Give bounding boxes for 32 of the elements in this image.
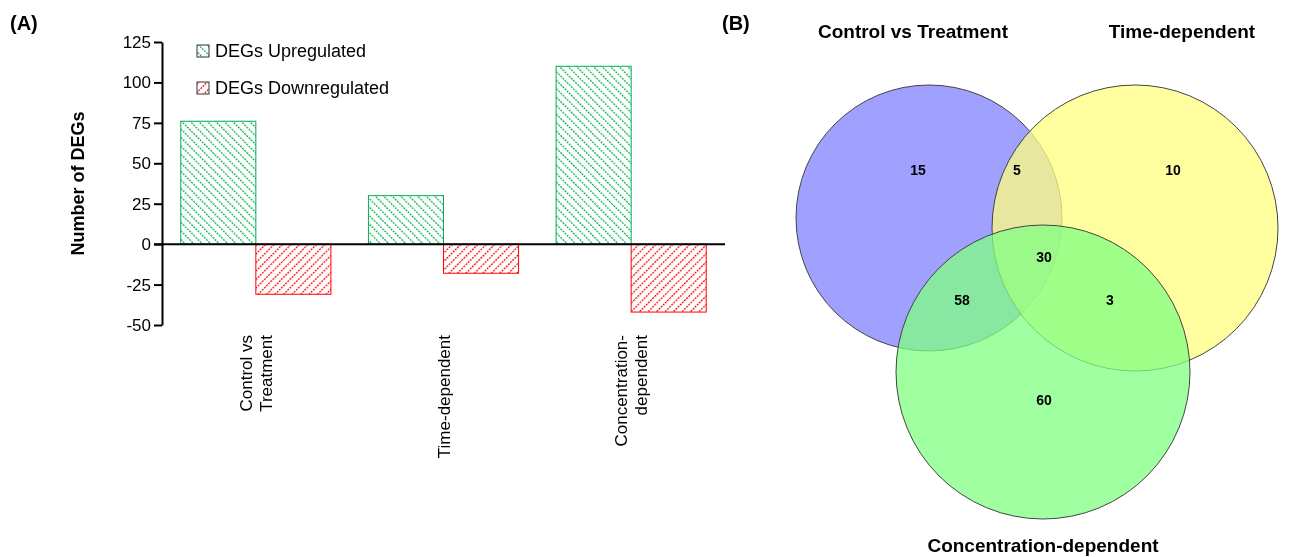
y-axis-title: Number of DEGs xyxy=(68,111,88,256)
bar xyxy=(555,65,632,245)
text: 3 xyxy=(1106,292,1115,308)
text: 58 xyxy=(954,292,970,308)
legend-label: DEGs Upregulated xyxy=(215,41,367,61)
text: 30 xyxy=(1036,249,1052,265)
bar xyxy=(443,243,520,274)
x-tick-label: Concentration-dependent xyxy=(612,334,652,447)
text: Time-dependent xyxy=(1108,21,1256,42)
y-tick-label: 100 xyxy=(122,73,151,93)
x-tick-label: Control vs Treatment xyxy=(236,334,276,412)
y-tick-label: -50 xyxy=(126,315,151,335)
bar xyxy=(630,243,707,313)
y-tick-label: -25 xyxy=(126,275,151,295)
text: 60 xyxy=(1036,392,1052,408)
text: Concentration-dependent xyxy=(927,535,1160,556)
text: 15 xyxy=(910,162,926,178)
text: 10 xyxy=(1165,162,1181,178)
bar xyxy=(367,195,444,245)
text: (B) xyxy=(722,12,750,34)
text: 5 xyxy=(1013,162,1022,178)
x-tick-label: Time-dependent xyxy=(434,334,454,459)
y-tick-label: 75 xyxy=(132,113,151,133)
y-tick-label: 125 xyxy=(122,32,151,52)
y-tick-label: 0 xyxy=(141,235,151,255)
bar xyxy=(180,120,257,245)
y-tick-label: 50 xyxy=(132,154,151,174)
chart-title: (A) xyxy=(10,12,38,34)
y-tick-label: 25 xyxy=(132,194,151,214)
legend-label: DEGs Downregulated xyxy=(215,78,390,98)
bar xyxy=(255,243,332,295)
text: Control vs Treatment xyxy=(817,21,1009,42)
